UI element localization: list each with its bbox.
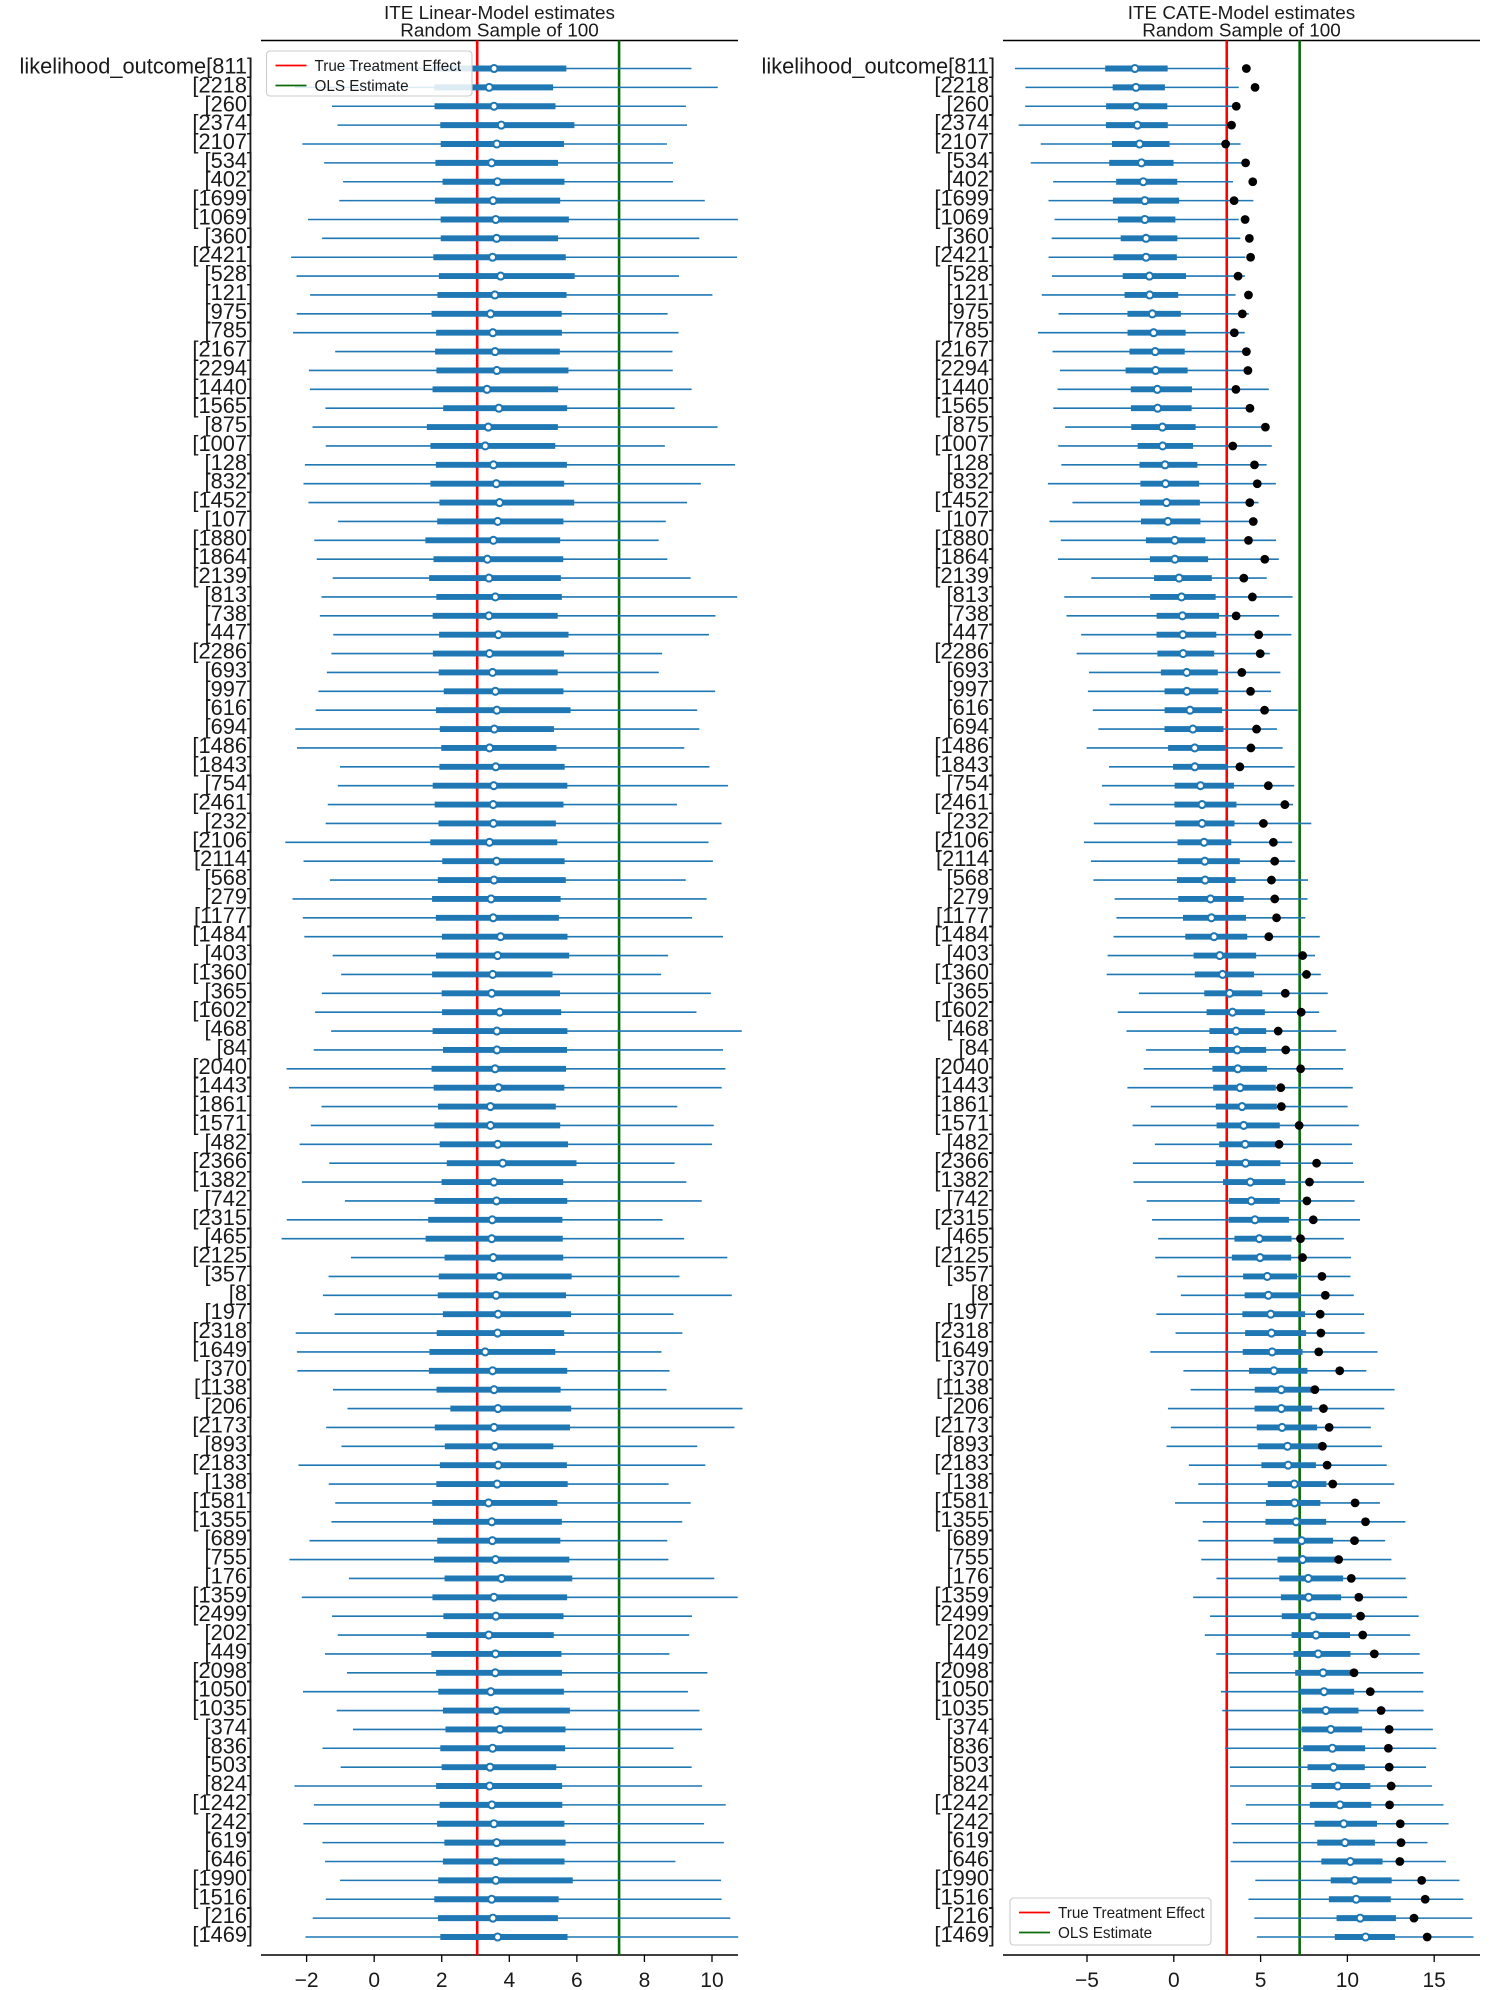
svg-text:True Treatment Effect: True Treatment Effect	[315, 58, 462, 75]
svg-text:True Treatment Effect: True Treatment Effect	[1058, 1905, 1205, 1922]
svg-text:8: 8	[639, 1969, 651, 1990]
svg-text:2: 2	[436, 1969, 448, 1990]
svg-text:OLS Estimate: OLS Estimate	[1058, 1925, 1152, 1942]
svg-text:Random Sample of 100: Random Sample of 100	[400, 21, 598, 42]
svg-text:−2: −2	[295, 1969, 319, 1990]
svg-text:Random Sample of 100: Random Sample of 100	[1142, 21, 1340, 42]
svg-text:−5: −5	[1075, 1969, 1099, 1990]
svg-text:10: 10	[700, 1969, 723, 1990]
svg-text:[1469]: [1469]	[934, 1922, 995, 1947]
svg-text:[1469]: [1469]	[192, 1922, 253, 1947]
svg-text:5: 5	[1255, 1969, 1267, 1990]
svg-text:4: 4	[503, 1969, 515, 1990]
svg-text:0: 0	[1168, 1969, 1180, 1990]
svg-text:0: 0	[368, 1969, 380, 1990]
svg-text:6: 6	[571, 1969, 583, 1990]
svg-text:OLS Estimate: OLS Estimate	[315, 78, 409, 95]
svg-text:15: 15	[1422, 1969, 1445, 1990]
svg-text:10: 10	[1336, 1969, 1359, 1990]
